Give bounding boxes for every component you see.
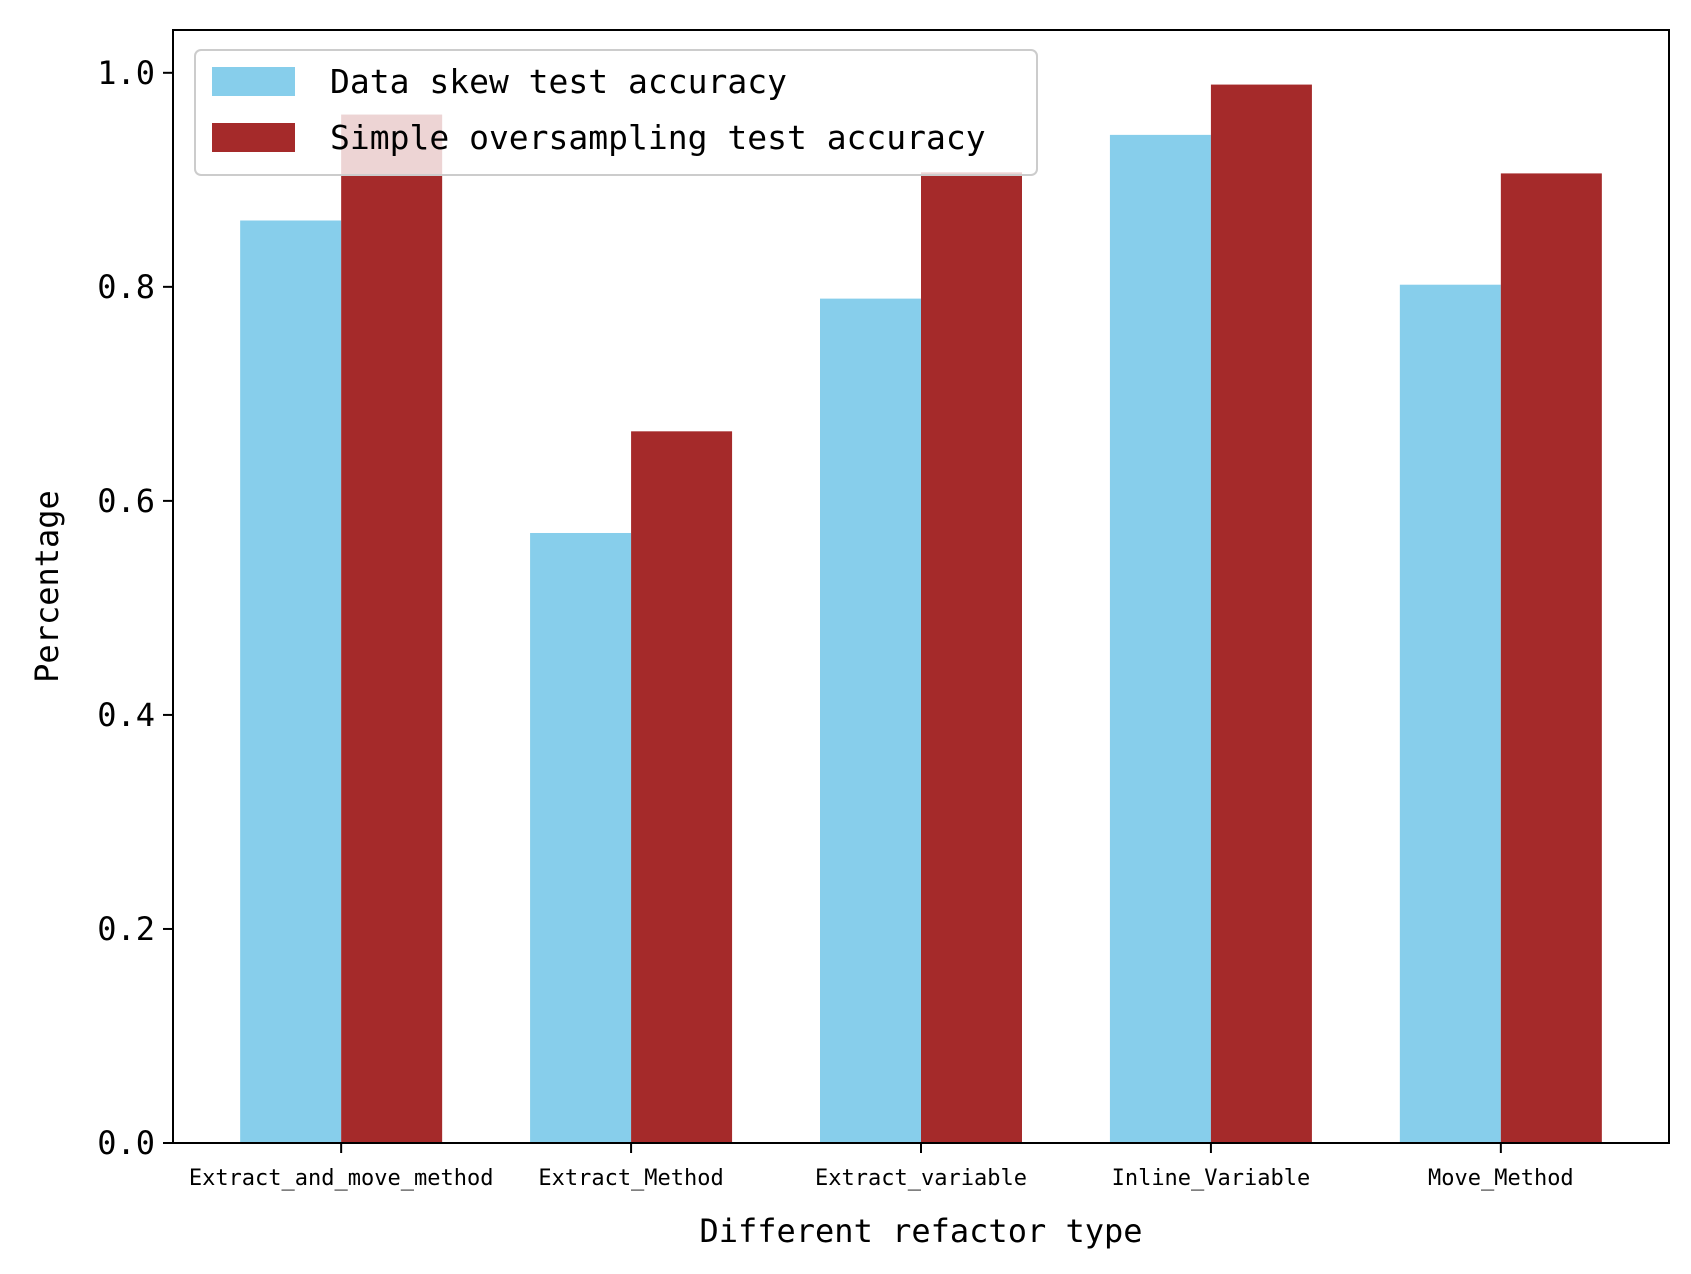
bar-series2-1 [341, 114, 443, 1144]
bar-series1-5 [1399, 284, 1501, 1143]
y-tick-label: 0.2 [97, 910, 155, 948]
bar-series2-3 [921, 172, 1022, 1143]
bar-series1-2 [530, 532, 632, 1143]
bar-series1-1 [240, 220, 342, 1143]
legend-box [194, 49, 1038, 176]
y-axis: 0.0 0.2 0.4 0.6 0.8 1.0 [97, 54, 173, 1162]
y-tick-label: 0.4 [97, 696, 155, 734]
x-axis-label: Different refactor type [699, 1212, 1142, 1250]
y-axis-label: Percentage [28, 490, 66, 683]
legend-label: Simple oversampling test accuracy [330, 118, 986, 157]
bar-series2-4 [1210, 84, 1312, 1143]
bar-series1-3 [820, 298, 921, 1143]
x-axis: Extract_and_move_method Extract_Method Ext… [189, 1143, 1574, 1191]
x-tick-label: Inline_Variable [1112, 1166, 1311, 1191]
x-tick-label: Extract_and_move_method [189, 1166, 494, 1191]
legend-swatch [212, 67, 295, 96]
y-tick-label: 0.6 [97, 482, 155, 520]
y-tick-label: 0.0 [97, 1124, 155, 1162]
bars-group [240, 84, 1602, 1144]
y-tick-label: 0.8 [97, 268, 155, 306]
x-tick-label: Extract_variable [815, 1166, 1027, 1191]
legend-swatch [212, 123, 295, 152]
x-tick-label: Move_Method [1428, 1166, 1574, 1191]
y-tick-label: 1.0 [97, 54, 155, 92]
x-tick-label: Extract_Method [538, 1166, 723, 1191]
bar-series2-2 [631, 431, 733, 1143]
bar-series1-4 [1109, 134, 1211, 1143]
legend-label: Data skew test accuracy [330, 62, 787, 101]
legend: Data skew test accuracy Simple oversampli… [194, 49, 1038, 176]
bar-series2-5 [1500, 173, 1602, 1143]
